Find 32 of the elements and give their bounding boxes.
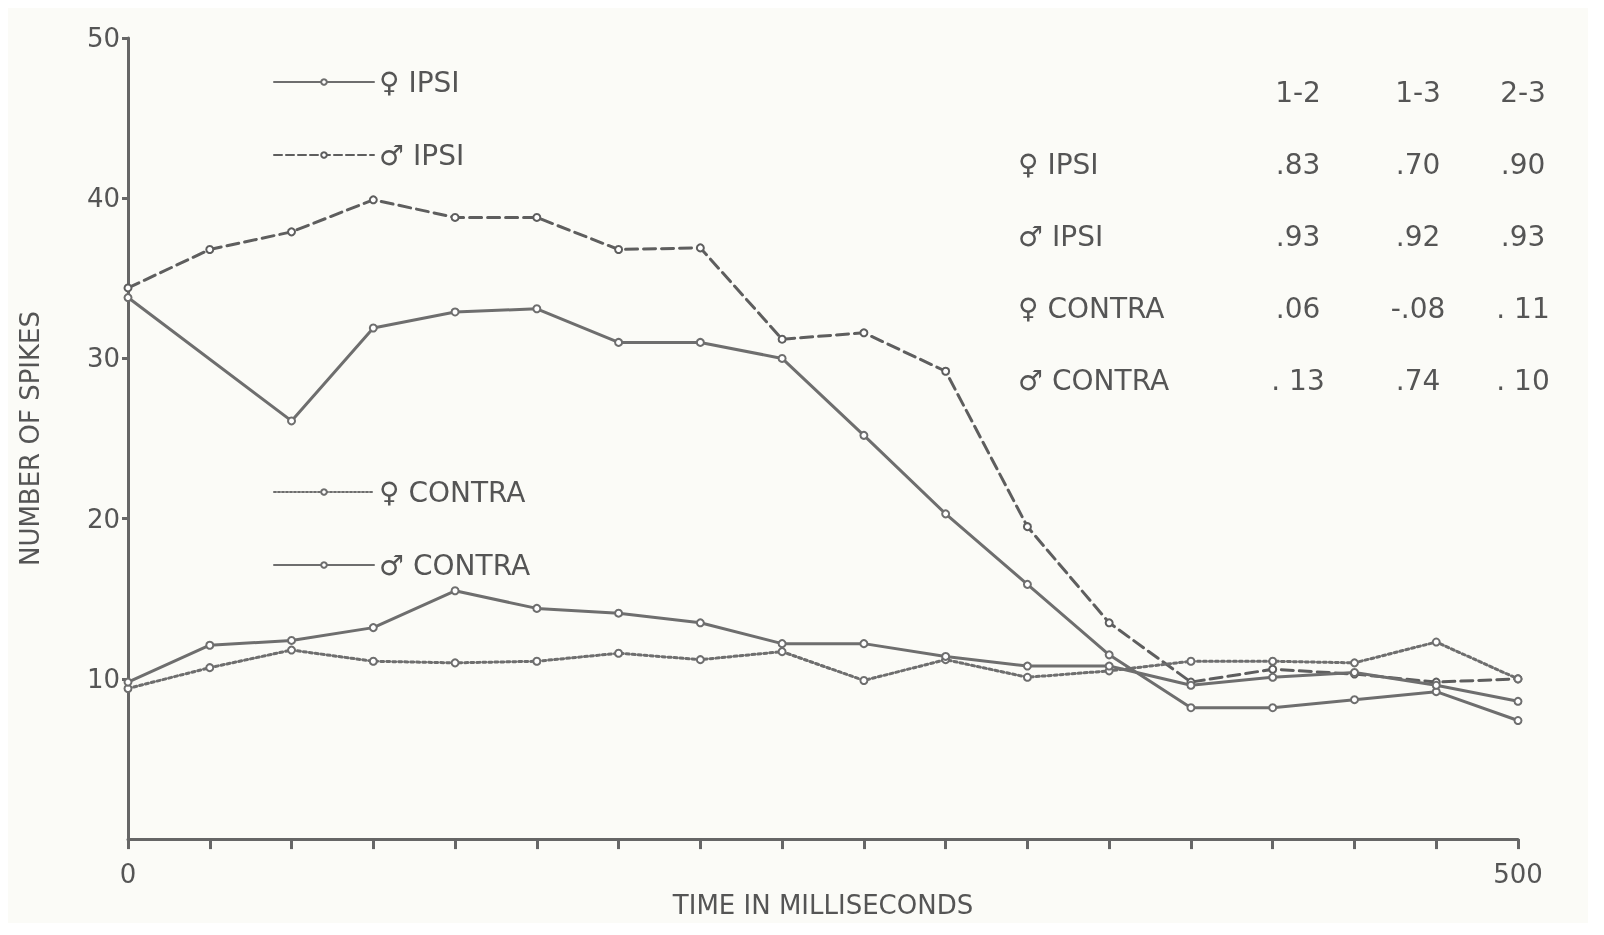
x-axis-title: TIME IN MILLISECONDS: [671, 890, 974, 920]
annotation: .93: [1500, 219, 1546, 253]
annotation: .06: [1275, 291, 1321, 325]
y-tick-label: 30: [86, 343, 120, 374]
annotation: .74: [1395, 363, 1441, 397]
x-tick-label: 0: [119, 859, 137, 890]
legend-label: ♂ CONTRA: [379, 548, 531, 582]
annotation: ♀ CONTRA: [1018, 291, 1165, 325]
legend-label: ♀ IPSI: [379, 65, 460, 99]
annotation: . 10: [1496, 363, 1550, 397]
y-tick-label: 20: [86, 503, 120, 534]
annotation: ♂ CONTRA: [1018, 363, 1170, 397]
annotation: .70: [1395, 147, 1441, 181]
annotation: ♂ IPSI: [1018, 219, 1104, 253]
y-tick-label: 40: [86, 183, 120, 214]
annotation: .93: [1275, 219, 1321, 253]
annotation: .83: [1275, 147, 1321, 181]
annotation: . 11: [1496, 291, 1550, 325]
legend-label: ♀ CONTRA: [379, 475, 526, 509]
y-tick-label: 10: [86, 663, 120, 694]
annotation: 1-2: [1275, 75, 1321, 109]
annotation: 2-3: [1500, 75, 1546, 109]
annotation: . 13: [1271, 363, 1325, 397]
legend-label: ♂ IPSI: [379, 138, 465, 172]
annotation: ♀ IPSI: [1018, 147, 1099, 181]
x-tick-label: 500: [1493, 859, 1543, 890]
annotation: .92: [1395, 219, 1441, 253]
y-tick-label: 50: [86, 23, 120, 53]
annotation: .90: [1500, 147, 1546, 181]
annotation: 1-3: [1395, 75, 1441, 109]
annotation: -.08: [1390, 291, 1446, 325]
y-axis-title: NUMBER OF SPIKES: [15, 311, 45, 567]
